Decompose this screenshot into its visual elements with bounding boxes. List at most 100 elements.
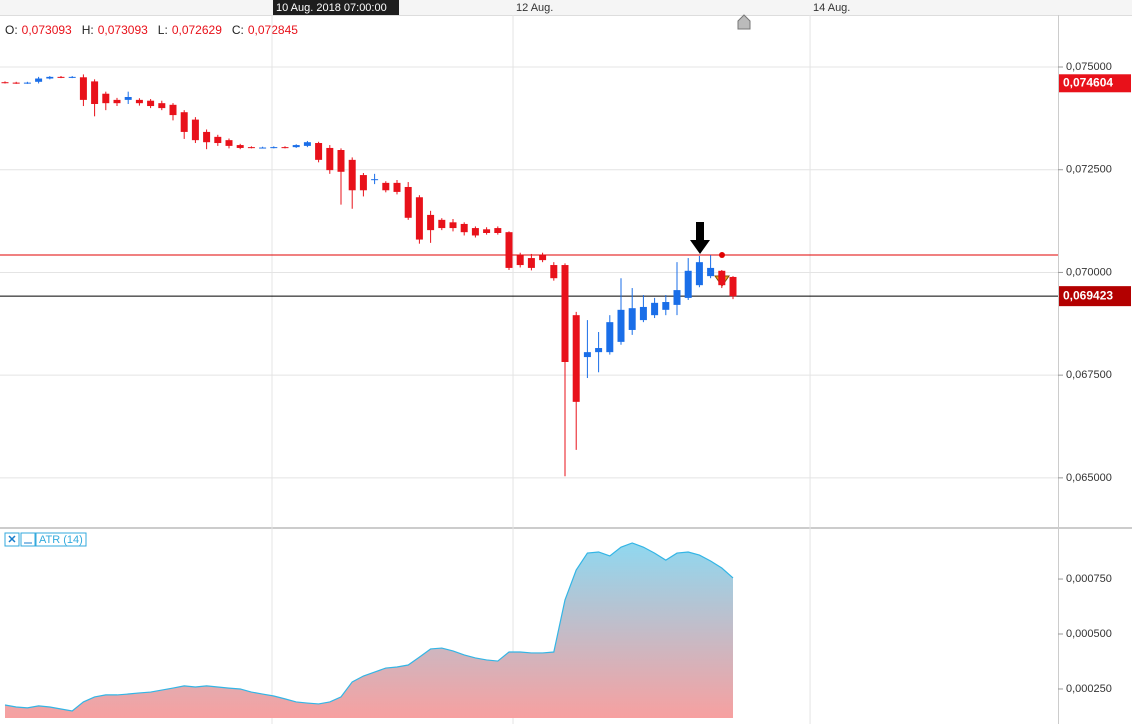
ohlc-readout: O: 0,073093 H: 0,073093 L: 0,072629 C: 0,072845 (5, 23, 298, 37)
y-tick-label: 0,070000 (1066, 266, 1112, 278)
signal-arrow (690, 222, 710, 254)
candle-body (348, 159, 356, 191)
candle-body (427, 214, 435, 231)
home-icon[interactable] (737, 14, 751, 30)
ohlc-label: L: (158, 23, 168, 37)
candle-body (135, 99, 143, 104)
candle-body (158, 103, 166, 109)
candle-body (113, 99, 121, 104)
candle-body (460, 223, 468, 233)
crosshair-time: 10 Aug. 2018 07:00:00 (276, 2, 387, 14)
candle-body (527, 258, 535, 268)
candle-body (102, 93, 110, 104)
candle-body (718, 270, 726, 286)
ohlc-value: 0,073093 (98, 23, 148, 37)
candle-body (539, 255, 547, 261)
crosshair-time-box (273, 0, 400, 15)
candle-body (438, 219, 446, 229)
price-label-box (1059, 286, 1131, 307)
candle-body (292, 145, 300, 148)
candle-body (583, 352, 591, 358)
candle-body (684, 270, 692, 298)
candle-body (449, 222, 457, 229)
y-tick-label: 0,065000 (1066, 472, 1112, 484)
ohlc-label: C: (232, 23, 244, 37)
candle-body (12, 82, 20, 84)
x-tick-label: 14 Aug. (813, 2, 850, 14)
time-axis-strip (0, 0, 1132, 15)
close-indicator[interactable] (4, 532, 20, 547)
candle-body (707, 267, 715, 277)
candle-body (214, 136, 222, 144)
candle-body (516, 255, 524, 266)
minimize-indicator[interactable] (20, 532, 36, 547)
candle-body (303, 142, 311, 146)
candle-body (57, 76, 65, 78)
y-tick-label: 0,000500 (1066, 628, 1112, 640)
ohlc-value: 0,073093 (22, 23, 72, 37)
candle-body (337, 150, 345, 172)
indicator-legend: ✕ ATR (14) (4, 532, 87, 547)
candle-body (382, 182, 390, 191)
candle-body (23, 82, 31, 84)
candle-body (315, 143, 323, 160)
candle-body (68, 76, 76, 78)
candle-body (483, 229, 491, 233)
x-tick-label: 12 Aug. (516, 2, 553, 14)
candle-body (404, 186, 412, 218)
y-tick-label: 0,000250 (1066, 683, 1112, 695)
candle-body (147, 100, 155, 107)
candle-body (550, 265, 558, 279)
candle-body (180, 112, 188, 132)
y-tick-label: 0,067500 (1066, 369, 1112, 381)
ohlc-label: O: (5, 23, 18, 37)
price-marker-label: 0,074604 (1063, 75, 1113, 89)
candle-body (35, 78, 43, 82)
candle-body (617, 309, 625, 342)
indicator-title: ATR (14) (39, 534, 83, 546)
y-tick-label: 0,072500 (1066, 164, 1112, 176)
candle-body (281, 147, 289, 149)
atr-area (5, 542, 733, 718)
candle-body (225, 140, 233, 146)
candle-body (606, 322, 614, 353)
candle-body (236, 145, 244, 148)
ohlc-value: 0,072629 (172, 23, 222, 37)
candle-body (46, 76, 54, 79)
candle-body (247, 147, 255, 149)
candle-body (639, 306, 647, 321)
y-tick-label: 0,000750 (1066, 573, 1112, 585)
grid (0, 15, 1058, 724)
candle-body (1, 82, 9, 84)
indicator-label-box[interactable] (35, 532, 87, 547)
candle-body (371, 179, 379, 181)
candle-body (91, 81, 99, 104)
candle-body (471, 228, 479, 236)
candle-body (169, 104, 177, 116)
price-marker-box (1059, 74, 1131, 93)
price-label: 0,069423 (1063, 288, 1113, 302)
ohlc-value: 0,072845 (248, 23, 298, 37)
candle-body (259, 147, 267, 149)
candle-body (662, 302, 670, 310)
candle-body (628, 308, 636, 330)
candle-body (729, 276, 737, 297)
candle-body (203, 131, 211, 143)
candle-body (695, 262, 703, 286)
candle-body (191, 119, 199, 141)
candle-body (494, 228, 502, 233)
candle-body (651, 302, 659, 316)
candle-body (124, 97, 132, 100)
candle-body (673, 290, 681, 305)
atr-line (4, 542, 734, 712)
candle-body (572, 315, 580, 402)
candle-body (79, 77, 87, 100)
candle-body (393, 182, 401, 192)
candle-body (359, 175, 367, 191)
candle-body (326, 147, 334, 171)
candle-body (505, 232, 513, 268)
y-tick-label: 0,075000 (1066, 61, 1112, 73)
close-icon: ✕ (7, 534, 16, 546)
